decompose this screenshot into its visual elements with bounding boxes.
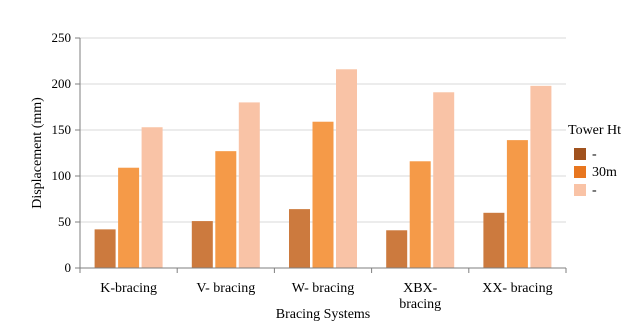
legend-swatch	[574, 148, 586, 160]
y-tick-labels: 0 50 100 150 200 250	[52, 30, 72, 275]
bar	[483, 212, 505, 268]
bar	[336, 69, 357, 268]
y-tick-label: 50	[58, 214, 71, 229]
x-category-label: W- bracing	[292, 281, 355, 296]
x-category-label: K-bracing	[100, 281, 157, 296]
y-tick-label: 100	[52, 168, 72, 183]
bar	[530, 85, 552, 268]
bar	[238, 102, 260, 269]
x-category-label: V- bracing	[196, 281, 255, 296]
bar	[94, 229, 116, 268]
legend-label: -	[592, 183, 597, 198]
y-tick-label: 200	[52, 76, 72, 91]
bar	[409, 161, 431, 268]
legend-label: -	[592, 147, 597, 162]
x-category-label: XX- bracing	[482, 281, 552, 296]
x-category-labels: K-bracing V- bracing W- bracing XBX-bracing…	[100, 281, 552, 312]
legend-label: 30m	[592, 165, 617, 180]
axes	[79, 38, 567, 273]
x-category-label: bracing	[399, 297, 441, 312]
bar	[141, 127, 163, 269]
bar	[215, 151, 237, 268]
y-axis-title: Displacement (mm)	[30, 97, 45, 209]
bar	[433, 92, 455, 268]
bar	[118, 167, 140, 268]
bar	[191, 221, 213, 268]
x-category-label: XBX-	[403, 281, 438, 296]
bar	[312, 121, 334, 268]
bar	[386, 230, 408, 268]
y-tick-label: 0	[65, 260, 72, 275]
bars	[94, 69, 552, 269]
bar	[506, 140, 528, 268]
legend: Tower Ht - 30m -	[568, 123, 621, 198]
legend-swatch	[574, 184, 586, 196]
bar	[289, 209, 310, 268]
legend-title: Tower Ht	[568, 123, 621, 138]
y-tick-label: 150	[52, 122, 72, 137]
y-tick-label: 250	[52, 30, 72, 45]
legend-swatch	[574, 166, 586, 178]
x-axis-title: Bracing Systems	[276, 307, 371, 322]
